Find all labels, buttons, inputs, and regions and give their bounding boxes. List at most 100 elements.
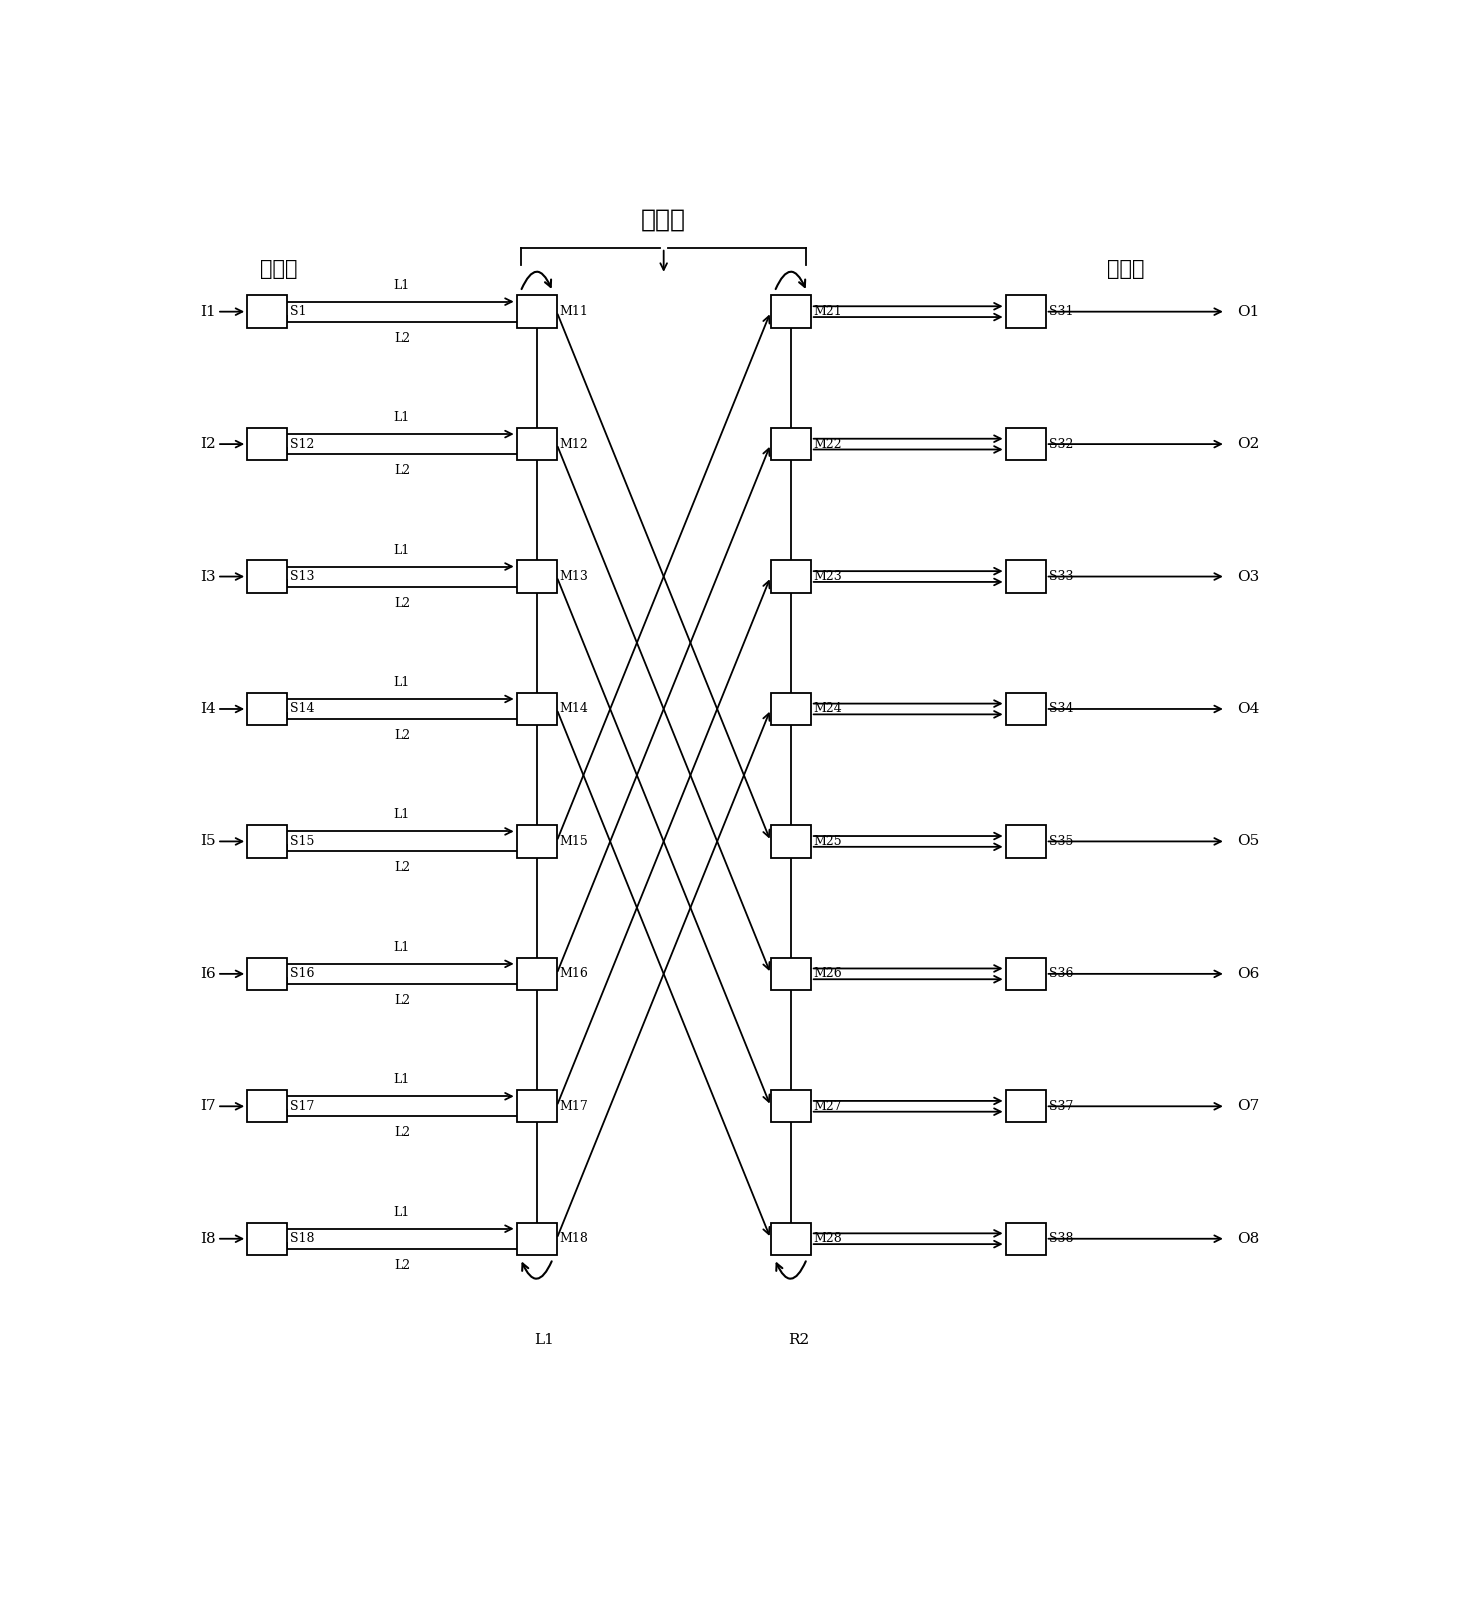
Bar [771, 428, 811, 460]
Text: S14: S14 [291, 703, 314, 716]
Text: L2: L2 [394, 729, 411, 742]
Text: L1: L1 [394, 808, 411, 822]
Text: O1: O1 [1237, 304, 1259, 319]
Text: S13: S13 [291, 570, 314, 582]
Bar [247, 296, 288, 328]
Text: M17: M17 [560, 1101, 589, 1113]
Text: O2: O2 [1237, 438, 1259, 451]
Text: S12: S12 [291, 438, 314, 451]
Text: I7: I7 [200, 1099, 216, 1113]
Text: M28: M28 [814, 1232, 843, 1245]
Text: M14: M14 [560, 703, 589, 716]
Text: M21: M21 [814, 306, 843, 319]
Bar [247, 693, 288, 726]
Text: M15: M15 [560, 835, 589, 848]
Text: O3: O3 [1237, 570, 1259, 584]
Text: L1: L1 [394, 941, 411, 954]
Text: M11: M11 [560, 306, 589, 319]
Text: S17: S17 [291, 1101, 314, 1113]
Text: S34: S34 [1049, 703, 1074, 716]
Text: S32: S32 [1049, 438, 1072, 451]
Bar [517, 560, 557, 592]
Bar [247, 825, 288, 858]
Bar [517, 1223, 557, 1255]
Text: M13: M13 [560, 570, 589, 582]
Bar [771, 825, 811, 858]
Text: M25: M25 [814, 835, 843, 848]
Text: S36: S36 [1049, 967, 1074, 980]
Text: O6: O6 [1237, 967, 1259, 981]
Text: L1: L1 [394, 676, 411, 689]
Bar [771, 957, 811, 990]
Bar [1005, 1091, 1046, 1123]
Text: 第三级: 第三级 [1107, 259, 1144, 280]
Text: R2: R2 [787, 1332, 809, 1347]
Text: L2: L2 [394, 331, 411, 344]
Text: L1: L1 [394, 1205, 411, 1218]
Text: I8: I8 [200, 1232, 216, 1245]
Text: M18: M18 [560, 1232, 589, 1245]
Text: S18: S18 [291, 1232, 314, 1245]
Text: L2: L2 [394, 994, 411, 1007]
Bar [771, 693, 811, 726]
Bar [1005, 428, 1046, 460]
Text: S15: S15 [291, 835, 314, 848]
Bar [517, 957, 557, 990]
Text: O4: O4 [1237, 702, 1259, 716]
Bar [517, 1091, 557, 1123]
Text: 第二级: 第二级 [641, 208, 687, 232]
Bar [247, 957, 288, 990]
Text: S37: S37 [1049, 1101, 1072, 1113]
Text: M22: M22 [814, 438, 843, 451]
Text: L2: L2 [394, 463, 411, 478]
Text: M16: M16 [560, 967, 589, 980]
Bar [1005, 296, 1046, 328]
Bar [517, 825, 557, 858]
Text: L2: L2 [394, 1258, 411, 1271]
Bar [517, 296, 557, 328]
Bar [1005, 560, 1046, 592]
Text: L2: L2 [394, 597, 411, 610]
Bar [1005, 957, 1046, 990]
Text: S16: S16 [291, 967, 314, 980]
Text: L2: L2 [394, 1126, 411, 1139]
Bar [247, 560, 288, 592]
Text: I5: I5 [200, 835, 216, 848]
Bar [771, 1091, 811, 1123]
Text: S35: S35 [1049, 835, 1072, 848]
Bar [517, 428, 557, 460]
Bar [771, 560, 811, 592]
Text: I3: I3 [200, 570, 216, 584]
Text: I6: I6 [200, 967, 216, 981]
Bar [1005, 1223, 1046, 1255]
Text: L1: L1 [394, 544, 411, 557]
Text: O7: O7 [1237, 1099, 1259, 1113]
Bar [771, 1223, 811, 1255]
Bar [247, 1223, 288, 1255]
Text: M24: M24 [814, 703, 843, 716]
Bar [247, 1091, 288, 1123]
Text: 第一级: 第一级 [260, 259, 298, 280]
Text: S38: S38 [1049, 1232, 1074, 1245]
Text: O8: O8 [1237, 1232, 1259, 1245]
Text: I1: I1 [200, 304, 216, 319]
Text: L1: L1 [394, 410, 411, 425]
Bar [517, 693, 557, 726]
Text: M23: M23 [814, 570, 843, 582]
Text: L1: L1 [394, 278, 411, 291]
Bar [771, 296, 811, 328]
Text: L2: L2 [394, 861, 411, 874]
Text: L1: L1 [394, 1073, 411, 1086]
Text: S31: S31 [1049, 306, 1074, 319]
Text: S1: S1 [291, 306, 307, 319]
Text: S33: S33 [1049, 570, 1074, 582]
Bar [1005, 825, 1046, 858]
Text: M12: M12 [560, 438, 589, 451]
Bar [1005, 693, 1046, 726]
Text: I2: I2 [200, 438, 216, 451]
Text: M27: M27 [814, 1101, 843, 1113]
Text: L1: L1 [535, 1332, 554, 1347]
Text: O5: O5 [1237, 835, 1259, 848]
Text: I4: I4 [200, 702, 216, 716]
Text: M26: M26 [814, 967, 843, 980]
